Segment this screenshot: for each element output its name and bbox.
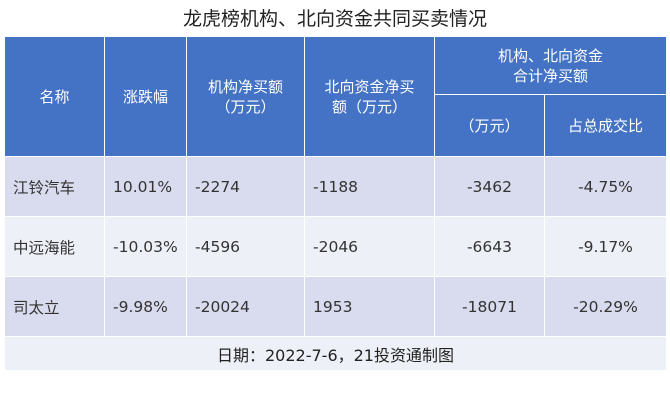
cell-northbound: 1953 [304,276,435,337]
header-combined-line1: 机构、北向资金 [498,46,604,65]
cell-northbound: -1188 [304,156,435,217]
header-combined-unit: （万元） [434,94,545,157]
cell-institution: -2274 [186,156,305,217]
table-footer: 日期：2022-7-6，21投资通制图 [3,336,668,371]
cell-share: -20.29% [543,276,668,337]
table-row: 司太立 -9.98% -20024 1953 -18071 -20.29% [4,276,668,337]
cell-name: 中远海能 [4,216,105,277]
header-combined-line2: 合计净买额 [513,66,589,85]
header-institution-line2: （万元） [215,97,276,116]
cell-institution: -4596 [186,216,305,277]
header-combined-share: 占总成交比 [543,94,668,157]
cell-name: 司太立 [4,276,105,337]
cell-northbound: -2046 [304,216,435,277]
data-table: 名称 涨跌幅 机构净买额 （万元） 北向资金净买 额（万元） 机构、北向资金 合… [3,36,668,371]
cell-share: -4.75% [543,156,668,217]
table-row: 中远海能 -10.03% -4596 -2046 -6643 -9.17% [4,216,668,277]
cell-institution: -20024 [186,276,305,337]
header-northbound-line1: 北向资金净买 [324,77,415,96]
cell-change: 10.01% [104,156,187,217]
header-combined-group: 机构、北向资金 合计净买额 [433,36,668,95]
header-northbound-net-buy: 北向资金净买 额（万元） [304,36,435,157]
header-institution-net-buy: 机构净买额 （万元） [186,36,305,157]
cell-total: -6643 [434,216,545,277]
cell-share: -9.17% [543,216,668,277]
header-northbound-line2: 额（万元） [331,97,407,116]
cell-change: -9.98% [104,276,187,337]
header-name: 名称 [4,36,105,157]
table-title: 龙虎榜机构、北向资金共同买卖情况 [182,8,487,30]
cell-total: -3462 [434,156,545,217]
cell-name: 江铃汽车 [4,156,105,217]
header-change: 涨跌幅 [104,36,187,157]
cell-total: -18071 [434,276,545,337]
cell-change: -10.03% [104,216,187,277]
header-institution-line1: 机构净买额 [207,77,283,96]
table-row: 江铃汽车 10.01% -2274 -1188 -3462 -4.75% [4,156,668,217]
